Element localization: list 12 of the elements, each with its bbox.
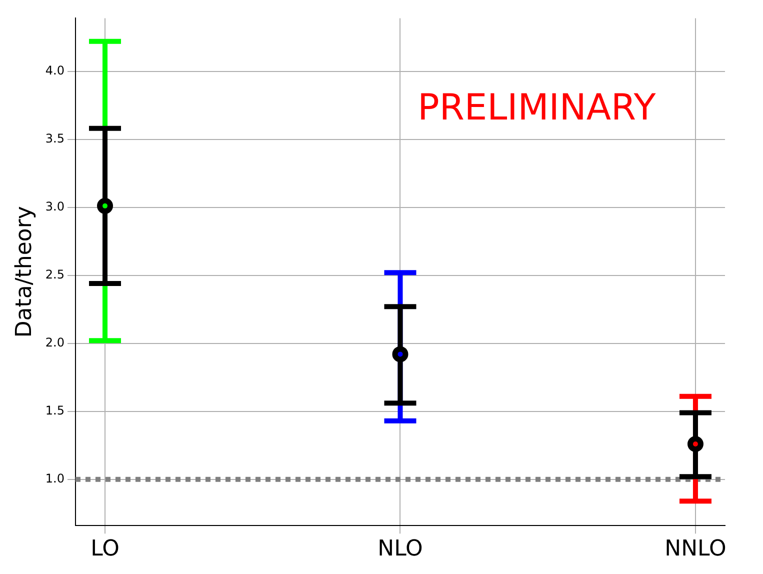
y-tick-label: 1.5 [45, 403, 64, 418]
y-tick-label: 3.0 [45, 199, 64, 214]
y-tick-label: 3.5 [45, 131, 64, 146]
x-tick-label: LO [90, 536, 120, 562]
x-tick-label: NNLO [664, 536, 726, 562]
y-axis-title: Data/theory [12, 206, 37, 338]
y-tick-label: 4.0 [45, 63, 64, 78]
y-tick-label: 1.0 [45, 471, 64, 486]
x-tick-label: NLO [378, 536, 423, 562]
annotation: PRELIMINARY [418, 88, 657, 129]
y-tick-label: 2.0 [45, 335, 64, 350]
y-tick-label: 2.5 [45, 267, 64, 282]
